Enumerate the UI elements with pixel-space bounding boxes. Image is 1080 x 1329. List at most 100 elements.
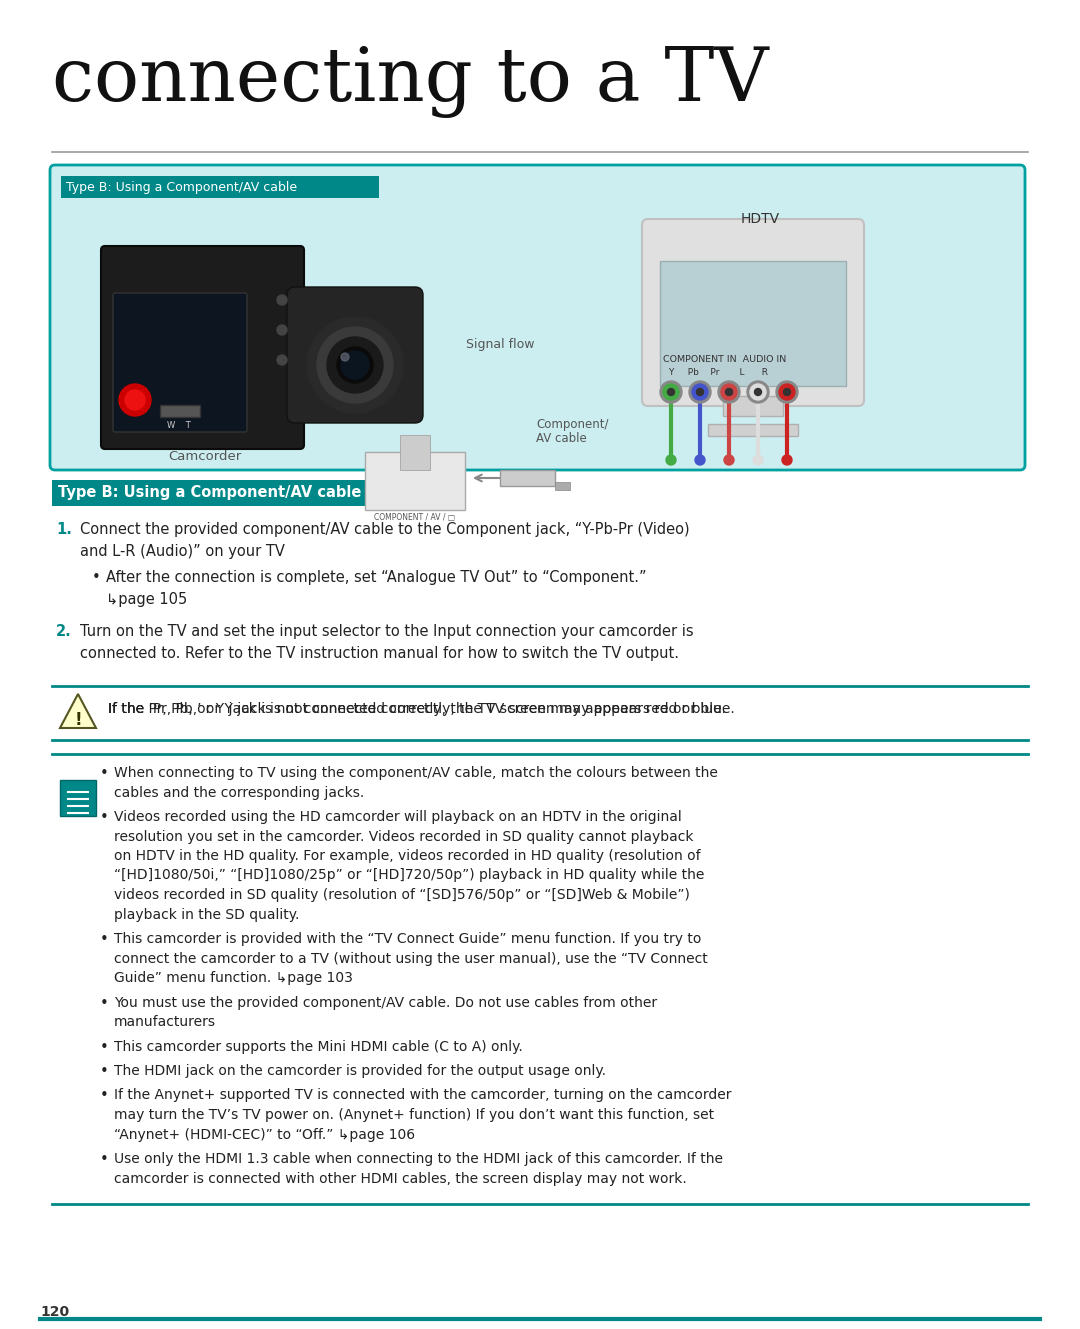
Text: !: ! bbox=[75, 711, 82, 730]
Text: If the Pr, Pb, or Y jack is not connected correctly, the TV screen may appears r: If the Pr, Pb, or Y jack is not connecte… bbox=[108, 702, 726, 716]
Text: Videos recorded using the HD camcorder will playback on an HDTV in the original: Videos recorded using the HD camcorder w… bbox=[114, 809, 681, 824]
Text: and L-R (Audio)” on your TV: and L-R (Audio)” on your TV bbox=[80, 544, 285, 560]
Text: videos recorded in SD quality (resolution of “[SD]576/50p” or “[SD]Web & Mobile”: videos recorded in SD quality (resolutio… bbox=[114, 888, 690, 902]
Circle shape bbox=[747, 381, 769, 403]
Text: COMPONENT / AV / □: COMPONENT / AV / □ bbox=[375, 513, 456, 522]
Text: This camcorder is provided with the “TV Connect Guide” menu function. If you try: This camcorder is provided with the “TV … bbox=[114, 932, 701, 946]
Text: connecting to a TV: connecting to a TV bbox=[52, 45, 769, 118]
Text: •: • bbox=[100, 1065, 109, 1079]
Text: camcorder is connected with other HDMI cables, the screen display may not work.: camcorder is connected with other HDMI c… bbox=[114, 1171, 687, 1185]
Text: Camcorder: Camcorder bbox=[168, 451, 242, 462]
Circle shape bbox=[750, 384, 766, 400]
Text: The HDMI jack on the camcorder is provided for the output usage only.: The HDMI jack on the camcorder is provid… bbox=[114, 1065, 606, 1078]
Text: •: • bbox=[100, 1088, 109, 1103]
Text: 2.: 2. bbox=[56, 625, 71, 639]
Circle shape bbox=[689, 381, 711, 403]
Circle shape bbox=[337, 347, 373, 383]
Text: AV cable: AV cable bbox=[536, 432, 586, 445]
Polygon shape bbox=[60, 694, 96, 728]
Text: W    T: W T bbox=[167, 420, 191, 429]
Text: After the connection is complete, set “Analogue TV Out” to “Component.”: After the connection is complete, set “A… bbox=[106, 570, 647, 585]
Text: connected to. Refer to the TV instruction manual for how to switch the TV output: connected to. Refer to the TV instructio… bbox=[80, 646, 679, 661]
FancyArrowPatch shape bbox=[475, 474, 508, 481]
Circle shape bbox=[779, 384, 795, 400]
Text: resolution you set in the camcorder. Videos recorded in SD quality cannot playba: resolution you set in the camcorder. Vid… bbox=[114, 829, 693, 844]
Text: “Anynet+ (HDMI-CEC)” to “Off.” ↳page 106: “Anynet+ (HDMI-CEC)” to “Off.” ↳page 106 bbox=[114, 1127, 415, 1142]
Circle shape bbox=[276, 326, 287, 335]
Text: •: • bbox=[92, 570, 100, 585]
Circle shape bbox=[341, 351, 369, 379]
Circle shape bbox=[726, 388, 732, 396]
Circle shape bbox=[276, 295, 287, 304]
Circle shape bbox=[697, 388, 703, 396]
Text: Use only the HDMI 1.3 cable when connecting to the HDMI jack of this camcorder. : Use only the HDMI 1.3 cable when connect… bbox=[114, 1152, 723, 1166]
Text: •: • bbox=[100, 809, 109, 825]
Text: This camcorder supports the Mini HDMI cable (C to A) only.: This camcorder supports the Mini HDMI ca… bbox=[114, 1039, 523, 1054]
Circle shape bbox=[125, 389, 145, 411]
Text: Y     Pb    Pr       L      R: Y Pb Pr L R bbox=[669, 368, 768, 377]
Circle shape bbox=[663, 384, 679, 400]
Text: •: • bbox=[100, 995, 109, 1010]
Bar bbox=[365, 452, 465, 510]
Circle shape bbox=[782, 455, 792, 465]
Circle shape bbox=[755, 388, 761, 396]
Bar bbox=[660, 260, 846, 385]
Bar bbox=[708, 424, 798, 436]
Circle shape bbox=[718, 381, 740, 403]
FancyBboxPatch shape bbox=[642, 219, 864, 405]
Text: HDTV: HDTV bbox=[741, 213, 780, 226]
FancyBboxPatch shape bbox=[287, 287, 423, 423]
Text: Guide” menu function. ↳page 103: Guide” menu function. ↳page 103 bbox=[114, 971, 353, 985]
Circle shape bbox=[318, 327, 393, 403]
Circle shape bbox=[692, 384, 708, 400]
Text: When connecting to TV using the component/AV cable, match the colours between th: When connecting to TV using the componen… bbox=[114, 766, 718, 780]
Bar bbox=[60, 175, 379, 198]
Text: 120: 120 bbox=[40, 1305, 69, 1318]
Bar bbox=[500, 470, 555, 486]
FancyBboxPatch shape bbox=[113, 292, 247, 432]
Circle shape bbox=[753, 455, 762, 465]
Text: on HDTV in the HD quality. For example, videos recorded in HD quality (resolutio: on HDTV in the HD quality. For example, … bbox=[114, 849, 701, 863]
Text: 1.: 1. bbox=[56, 522, 72, 537]
Text: Type B: Using a Component/AV cable: Type B: Using a Component/AV cable bbox=[66, 181, 297, 194]
Text: ↳page 105: ↳page 105 bbox=[106, 591, 187, 607]
Circle shape bbox=[667, 388, 675, 396]
Circle shape bbox=[777, 381, 798, 403]
Text: cables and the corresponding jacks.: cables and the corresponding jacks. bbox=[114, 785, 364, 800]
Circle shape bbox=[276, 355, 287, 365]
Text: •: • bbox=[100, 766, 109, 781]
Circle shape bbox=[724, 455, 734, 465]
Text: COMPONENT IN  AUDIO IN: COMPONENT IN AUDIO IN bbox=[663, 355, 786, 364]
Bar bbox=[160, 405, 200, 417]
FancyBboxPatch shape bbox=[50, 165, 1025, 470]
Text: “[HD]1080/50i,” “[HD]1080/25p” or “[HD]720/50p”) playback in HD quality while th: “[HD]1080/50i,” “[HD]1080/25p” or “[HD]7… bbox=[114, 868, 704, 882]
Text: Turn on the TV and set the input selector to the Input connection your camcorder: Turn on the TV and set the input selecto… bbox=[80, 625, 693, 639]
Bar bbox=[52, 480, 430, 506]
Circle shape bbox=[666, 455, 676, 465]
Text: You must use the provided component/AV cable. Do not use cables from other: You must use the provided component/AV c… bbox=[114, 995, 657, 1010]
Text: •: • bbox=[100, 1039, 109, 1054]
Circle shape bbox=[119, 384, 151, 416]
Text: •: • bbox=[100, 1152, 109, 1167]
Circle shape bbox=[341, 354, 349, 361]
Text: manufacturers: manufacturers bbox=[114, 1015, 216, 1029]
Circle shape bbox=[783, 388, 791, 396]
Circle shape bbox=[307, 318, 403, 413]
Text: If the Anynet+ supported TV is connected with the camcorder, turning on the camc: If the Anynet+ supported TV is connected… bbox=[114, 1088, 731, 1103]
Bar bbox=[60, 780, 96, 816]
Text: playback in the SD quality.: playback in the SD quality. bbox=[114, 908, 299, 921]
Circle shape bbox=[696, 455, 705, 465]
Circle shape bbox=[327, 338, 383, 393]
Text: Connect the provided component/AV cable to the Component jack, “Y-Pb-Pr (Video): Connect the provided component/AV cable … bbox=[80, 522, 690, 537]
Text: •: • bbox=[100, 932, 109, 948]
Text: may turn the TV’s TV power on. (Anynet+ function) If you don’t want this functio: may turn the TV’s TV power on. (Anynet+ … bbox=[114, 1108, 714, 1122]
Bar bbox=[723, 396, 783, 416]
Text: Signal flow: Signal flow bbox=[465, 338, 535, 351]
Circle shape bbox=[721, 384, 737, 400]
Text: connect the camcorder to a TV (without using the user manual), use the “TV Conne: connect the camcorder to a TV (without u… bbox=[114, 952, 707, 965]
Circle shape bbox=[660, 381, 681, 403]
FancyBboxPatch shape bbox=[102, 246, 303, 449]
Text: Component/: Component/ bbox=[536, 419, 608, 431]
Bar bbox=[555, 482, 570, 490]
Text: Type B: Using a Component/AV cable: Type B: Using a Component/AV cable bbox=[58, 485, 362, 501]
